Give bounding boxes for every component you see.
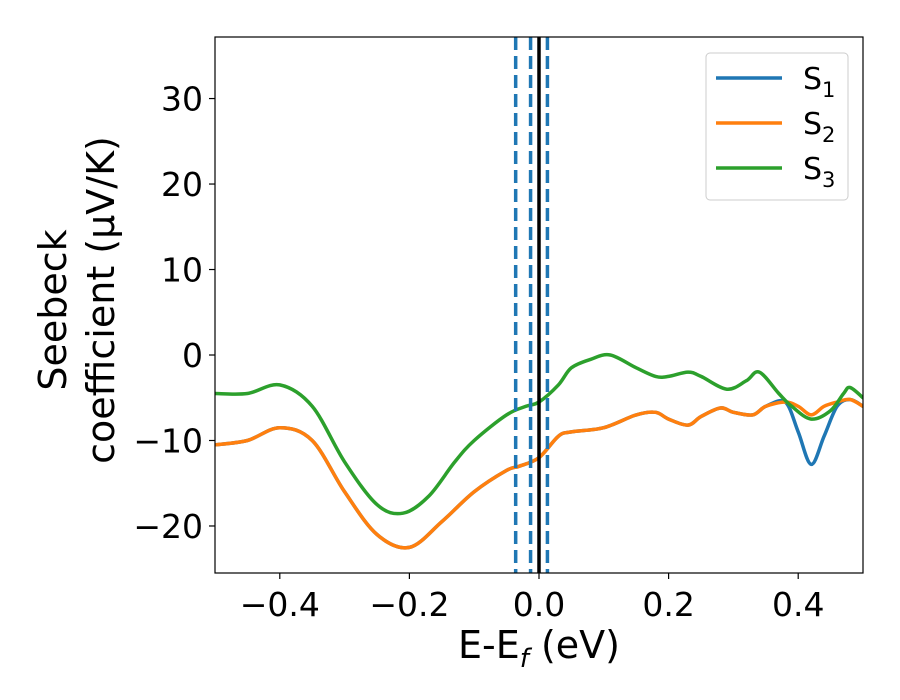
legend-box (705, 52, 849, 201)
x-tick-label: 0.2 (642, 585, 694, 624)
legend: S1 S2 S3 (705, 52, 849, 201)
x-axis-label: E-Ef (eV) (458, 623, 620, 674)
x-axis-label-main: E-E (458, 623, 520, 667)
y-tick-label: −20 (133, 507, 203, 546)
series-layer (215, 352, 863, 550)
legend-label-s1: S1 (803, 62, 835, 102)
y-tick-label: 30 (161, 80, 203, 119)
series-line-s3 (215, 352, 863, 516)
y-tick-label: 20 (161, 165, 203, 204)
x-axis-ticks: −0.4 −0.2 0.0 0.2 0.4 (240, 573, 824, 624)
legend-label-s2: S2 (803, 107, 835, 147)
x-tick-label: −0.2 (369, 585, 449, 624)
y-tick-label: 0 (182, 336, 203, 375)
y-tick-label: 10 (161, 251, 203, 290)
x-tick-label: 0.4 (772, 585, 824, 624)
y-tick-label: −10 (133, 421, 203, 460)
legend-entries: S1 S2 S3 (716, 62, 835, 192)
y-axis-ticks: 30 20 10 0 −10 −20 (133, 80, 215, 546)
x-tick-label: 0.0 (513, 585, 565, 624)
x-axis-label-unit: (eV) (529, 623, 620, 667)
x-tick-label: −0.4 (240, 585, 320, 624)
y-axis-label-line2: coefficient (μV/K) (79, 136, 123, 464)
y-axis-label-line1: Seebeck (31, 229, 75, 390)
legend-label-s3: S3 (803, 152, 835, 192)
vline-layer (513, 37, 550, 573)
series-line-s2 (215, 397, 863, 550)
